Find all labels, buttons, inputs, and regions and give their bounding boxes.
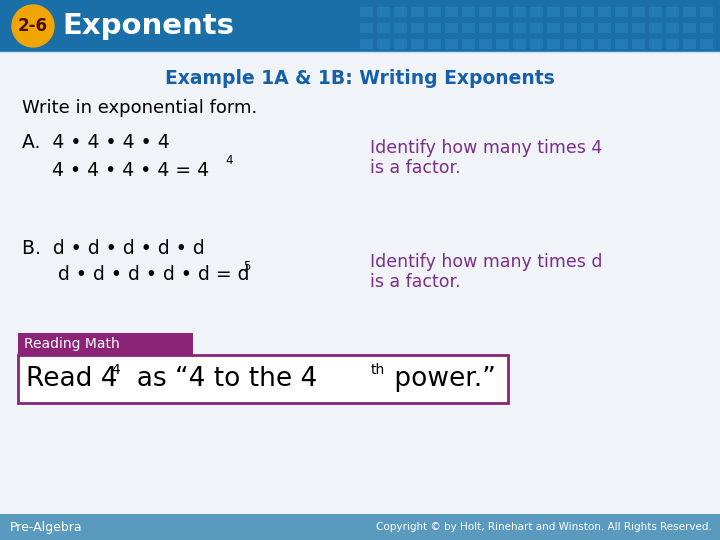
FancyBboxPatch shape — [564, 7, 577, 17]
FancyBboxPatch shape — [700, 23, 713, 33]
FancyBboxPatch shape — [649, 7, 662, 17]
Text: Exponents: Exponents — [62, 12, 234, 40]
FancyBboxPatch shape — [649, 23, 662, 33]
FancyBboxPatch shape — [632, 7, 645, 17]
FancyBboxPatch shape — [547, 39, 560, 49]
Text: 5: 5 — [243, 260, 251, 273]
FancyBboxPatch shape — [411, 23, 424, 33]
FancyBboxPatch shape — [666, 7, 679, 17]
FancyBboxPatch shape — [445, 23, 458, 33]
FancyBboxPatch shape — [683, 23, 696, 33]
FancyBboxPatch shape — [700, 39, 713, 49]
Text: is a factor.: is a factor. — [370, 159, 461, 177]
FancyBboxPatch shape — [598, 23, 611, 33]
FancyBboxPatch shape — [649, 39, 662, 49]
FancyBboxPatch shape — [581, 39, 594, 49]
Text: is a factor.: is a factor. — [370, 273, 461, 291]
FancyBboxPatch shape — [0, 0, 720, 52]
Text: Copyright © by Holt, Rinehart and Winston. All Rights Reserved.: Copyright © by Holt, Rinehart and Winsto… — [376, 522, 712, 532]
FancyBboxPatch shape — [394, 7, 407, 17]
FancyBboxPatch shape — [496, 7, 509, 17]
FancyBboxPatch shape — [547, 7, 560, 17]
FancyBboxPatch shape — [666, 23, 679, 33]
FancyBboxPatch shape — [445, 7, 458, 17]
FancyBboxPatch shape — [496, 23, 509, 33]
FancyBboxPatch shape — [445, 39, 458, 49]
FancyBboxPatch shape — [598, 39, 611, 49]
Text: Identify how many times 4: Identify how many times 4 — [370, 139, 602, 157]
FancyBboxPatch shape — [377, 39, 390, 49]
Circle shape — [12, 5, 54, 47]
Text: Write in exponential form.: Write in exponential form. — [22, 99, 257, 117]
Text: d • d • d • d • d = d: d • d • d • d • d = d — [22, 266, 250, 285]
FancyBboxPatch shape — [683, 39, 696, 49]
Text: as “4 to the 4: as “4 to the 4 — [120, 366, 318, 392]
FancyBboxPatch shape — [530, 23, 543, 33]
FancyBboxPatch shape — [428, 23, 441, 33]
Text: 4 • 4 • 4 • 4 = 4: 4 • 4 • 4 • 4 = 4 — [22, 160, 209, 179]
FancyBboxPatch shape — [615, 39, 628, 49]
FancyBboxPatch shape — [0, 514, 720, 540]
Text: Reading Math: Reading Math — [24, 337, 120, 351]
FancyBboxPatch shape — [411, 7, 424, 17]
FancyBboxPatch shape — [377, 23, 390, 33]
FancyBboxPatch shape — [360, 7, 373, 17]
FancyBboxPatch shape — [428, 39, 441, 49]
FancyBboxPatch shape — [360, 23, 373, 33]
Text: B.  d • d • d • d • d: B. d • d • d • d • d — [22, 239, 204, 258]
Text: 2-6: 2-6 — [18, 17, 48, 35]
FancyBboxPatch shape — [394, 23, 407, 33]
FancyBboxPatch shape — [360, 39, 373, 49]
FancyBboxPatch shape — [632, 39, 645, 49]
FancyBboxPatch shape — [462, 39, 475, 49]
FancyBboxPatch shape — [700, 7, 713, 17]
FancyBboxPatch shape — [513, 39, 526, 49]
Text: 4: 4 — [225, 154, 233, 167]
FancyBboxPatch shape — [666, 39, 679, 49]
FancyBboxPatch shape — [479, 7, 492, 17]
FancyBboxPatch shape — [615, 23, 628, 33]
Text: Read 4: Read 4 — [26, 366, 117, 392]
FancyBboxPatch shape — [377, 7, 390, 17]
FancyBboxPatch shape — [462, 7, 475, 17]
Text: 4: 4 — [111, 363, 120, 377]
FancyBboxPatch shape — [564, 23, 577, 33]
FancyBboxPatch shape — [496, 39, 509, 49]
Text: Identify how many times d: Identify how many times d — [370, 253, 603, 271]
Text: Example 1A & 1B: Writing Exponents: Example 1A & 1B: Writing Exponents — [165, 69, 555, 87]
Text: th: th — [371, 363, 385, 377]
Text: power.”: power.” — [386, 366, 496, 392]
FancyBboxPatch shape — [394, 39, 407, 49]
FancyBboxPatch shape — [683, 7, 696, 17]
FancyBboxPatch shape — [411, 39, 424, 49]
FancyBboxPatch shape — [581, 23, 594, 33]
FancyBboxPatch shape — [615, 7, 628, 17]
FancyBboxPatch shape — [513, 23, 526, 33]
FancyBboxPatch shape — [530, 7, 543, 17]
FancyBboxPatch shape — [598, 7, 611, 17]
FancyBboxPatch shape — [18, 333, 193, 355]
FancyBboxPatch shape — [462, 23, 475, 33]
FancyBboxPatch shape — [513, 7, 526, 17]
FancyBboxPatch shape — [564, 39, 577, 49]
FancyBboxPatch shape — [428, 7, 441, 17]
FancyBboxPatch shape — [479, 23, 492, 33]
FancyBboxPatch shape — [530, 39, 543, 49]
Text: A.  4 • 4 • 4 • 4: A. 4 • 4 • 4 • 4 — [22, 132, 170, 152]
FancyBboxPatch shape — [547, 23, 560, 33]
FancyBboxPatch shape — [479, 39, 492, 49]
FancyBboxPatch shape — [632, 23, 645, 33]
FancyBboxPatch shape — [581, 7, 594, 17]
Text: Pre-Algebra: Pre-Algebra — [10, 521, 83, 534]
FancyBboxPatch shape — [18, 355, 508, 403]
